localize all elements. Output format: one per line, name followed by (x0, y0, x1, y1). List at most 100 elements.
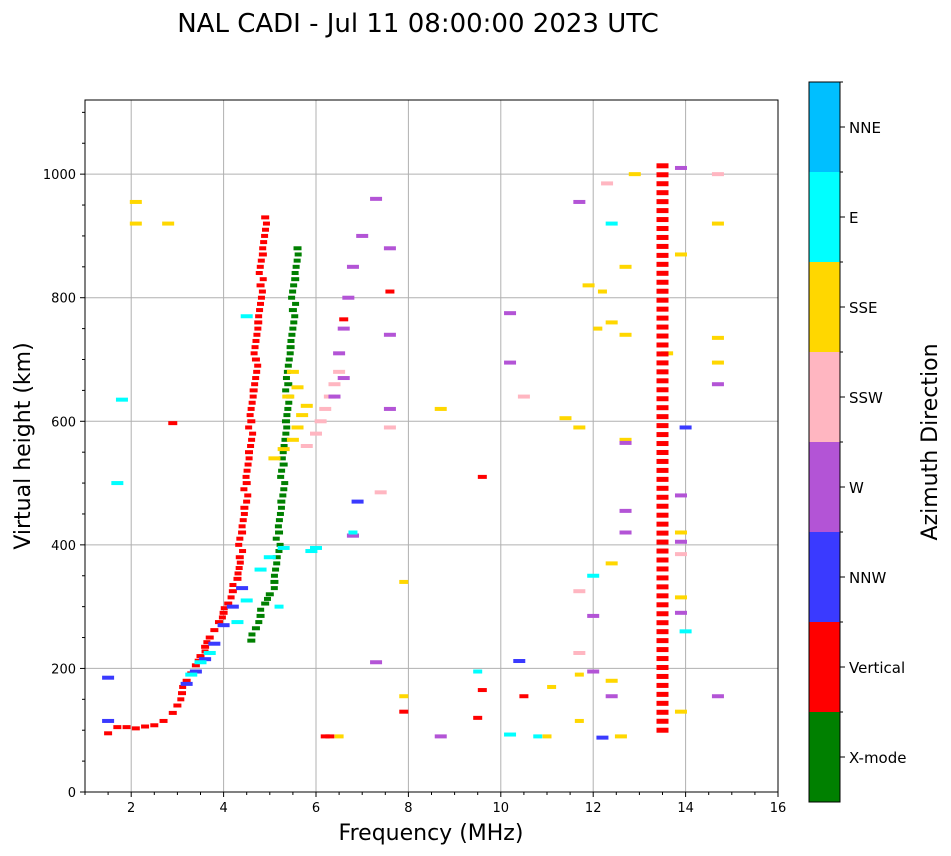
echo-mark-vertical (113, 725, 122, 730)
echo-mark-w (504, 360, 517, 365)
echo-mark-vertical (656, 718, 669, 724)
echo-mark-x-mode (282, 388, 290, 393)
echo-mark-vertical (656, 190, 669, 196)
echo-mark-w (619, 508, 632, 513)
echo-mark-x-mode (282, 376, 290, 381)
echo-mark-vertical (656, 673, 669, 679)
colorbar-category-label: W (849, 479, 864, 497)
x-tick-label: 2 (127, 801, 135, 816)
echo-mark-x-mode (261, 601, 270, 606)
echo-mark-x-mode (288, 295, 296, 300)
echo-mark-sse (399, 694, 409, 699)
echo-mark-sse (628, 172, 641, 177)
echo-mark-vertical (261, 215, 270, 220)
echo-mark-vertical (203, 640, 211, 645)
echo-mark-vertical (196, 654, 205, 659)
echo-mark-vertical (656, 405, 669, 411)
echo-mark-vertical (339, 317, 349, 322)
echo-mark-vertical (227, 595, 235, 600)
echo-mark-x-mode (283, 425, 291, 430)
echo-mark-e (305, 549, 318, 554)
echo-mark-vertical (201, 644, 210, 649)
echo-mark-x-mode (281, 481, 289, 486)
echo-mark-vertical (656, 665, 669, 671)
echo-mark-ssw (374, 490, 387, 495)
echo-mark-vertical (219, 610, 228, 615)
echo-mark-e (533, 734, 543, 739)
echo-mark-vertical (205, 635, 214, 640)
echo-mark-vertical (656, 539, 669, 545)
echo-mark-nnw (513, 659, 526, 664)
echo-mark-w (333, 351, 346, 356)
echo-mark-sse (291, 385, 304, 390)
echo-mark-sse (268, 456, 281, 461)
echo-mark-vertical (656, 243, 669, 249)
echo-mark-x-mode (284, 363, 292, 368)
echo-mark-x-mode (290, 283, 298, 288)
echo-mark-e (115, 397, 128, 402)
echo-mark-vertical (656, 458, 669, 464)
echo-mark-nnw (102, 675, 115, 680)
echo-mark-vertical (656, 199, 669, 205)
echo-mark-e (194, 660, 207, 665)
echo-mark-vertical (656, 620, 669, 626)
echo-mark-sse (282, 394, 295, 399)
echo-mark-ssw (601, 181, 614, 186)
echo-mark-e (111, 481, 124, 486)
echo-mark-vertical (247, 444, 255, 448)
echo-mark-vertical (245, 456, 253, 461)
x-tick-label: 6 (312, 801, 320, 816)
echo-mark-x-mode (263, 596, 271, 601)
echo-mark-sse (674, 252, 687, 257)
echo-mark-vertical (656, 396, 669, 402)
echo-mark-sse (597, 289, 607, 294)
echo-mark-vertical (251, 382, 259, 387)
plot-area: 2 4 6 8 10 12 14 16 0 200 400 600 800 1000 (43, 99, 787, 816)
echo-mark-x-mode (251, 626, 260, 631)
echo-mark-vertical (122, 725, 131, 730)
echo-mark-w (674, 493, 687, 498)
echo-mark-sse (334, 734, 344, 739)
echo-mark-x-mode (270, 573, 278, 578)
echo-mark-vertical (656, 387, 669, 393)
x-tick-label: 16 (770, 801, 787, 816)
echo-mark-x-mode (279, 493, 287, 498)
echo-mark-sse (711, 221, 724, 226)
echo-mark-vertical (235, 555, 244, 560)
echo-mark-w (383, 332, 396, 337)
echo-mark-sse (711, 335, 724, 340)
echo-mark-vertical (260, 240, 268, 245)
echo-mark-vertical (104, 731, 113, 736)
echo-mark-w (587, 669, 600, 674)
echo-mark-w (328, 394, 341, 399)
echo-mark-x-mode (286, 351, 294, 356)
echo-mark-x-mode (276, 542, 284, 547)
echo-mark-vertical (254, 363, 262, 368)
echo-mark-x-mode (274, 524, 282, 529)
echo-mark-vertical (239, 518, 247, 523)
echo-mark-vertical (256, 264, 264, 269)
echo-mark-vertical (253, 369, 261, 374)
y-tick-label: 400 (51, 539, 76, 554)
echo-mark-w (674, 539, 687, 544)
echo-mark-vertical (261, 233, 269, 238)
x-tick-label: 10 (493, 801, 510, 816)
echo-mark-x-mode (277, 505, 285, 510)
echo-mark-e (310, 545, 322, 550)
echo-mark-sse (614, 734, 627, 739)
echo-mark-vertical (320, 734, 330, 739)
echo-mark-x-mode (276, 511, 284, 516)
echo-mark-e (473, 669, 483, 674)
echo-mark-sse (434, 406, 447, 411)
x-tick-label: 14 (677, 801, 694, 816)
echo-mark-x-mode (279, 450, 287, 455)
echo-mark-x-mode (257, 607, 265, 612)
echo-mark-sse (162, 221, 175, 226)
echo-mark-vertical (656, 700, 669, 706)
echo-mark-w (337, 376, 350, 381)
echo-mark-vertical (238, 530, 247, 535)
echo-mark-vertical (242, 474, 250, 479)
echo-mark-vertical (252, 338, 260, 343)
x-axis-label: Frequency (MHz) (339, 821, 524, 846)
echo-mark-vertical (244, 462, 252, 467)
